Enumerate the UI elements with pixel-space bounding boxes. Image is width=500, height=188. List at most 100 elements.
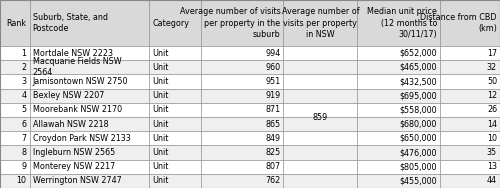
Bar <box>358 74 440 89</box>
Text: Category: Category <box>152 19 190 27</box>
Text: 13: 13 <box>487 162 497 171</box>
Bar <box>150 146 200 160</box>
Text: 6: 6 <box>22 120 26 129</box>
Text: Unit: Unit <box>152 134 168 143</box>
Text: Unit: Unit <box>152 120 168 129</box>
Text: 762: 762 <box>265 176 280 185</box>
Bar <box>358 146 440 160</box>
Text: Distance from CBD
(km): Distance from CBD (km) <box>420 13 497 33</box>
Text: $680,000: $680,000 <box>400 120 437 129</box>
Text: $805,000: $805,000 <box>400 162 437 171</box>
Bar <box>284 60 358 74</box>
Bar <box>358 103 440 117</box>
Bar <box>200 103 283 117</box>
Text: $650,000: $650,000 <box>400 134 437 143</box>
Bar <box>284 174 358 188</box>
Bar <box>0 117 30 131</box>
Bar <box>150 117 200 131</box>
Text: Unit: Unit <box>152 49 168 58</box>
Text: Unit: Unit <box>152 148 168 157</box>
Text: Bexley NSW 2207: Bexley NSW 2207 <box>32 91 104 100</box>
Bar <box>150 131 200 146</box>
Bar <box>440 46 500 60</box>
Bar <box>284 46 358 60</box>
Bar <box>150 89 200 103</box>
Bar <box>440 146 500 160</box>
Text: Unit: Unit <box>152 162 168 171</box>
Text: 44: 44 <box>487 176 497 185</box>
Text: Unit: Unit <box>152 63 168 72</box>
Text: 26: 26 <box>487 105 497 114</box>
Text: 14: 14 <box>487 120 497 129</box>
Bar <box>284 103 358 117</box>
Bar <box>358 60 440 74</box>
Bar <box>358 160 440 174</box>
Text: 4: 4 <box>22 91 26 100</box>
Text: 849: 849 <box>265 134 280 143</box>
Text: Jamisontown NSW 2750: Jamisontown NSW 2750 <box>32 77 128 86</box>
Bar <box>440 131 500 146</box>
Bar <box>30 0 150 46</box>
Text: 951: 951 <box>265 77 280 86</box>
Bar <box>30 117 150 131</box>
Bar <box>0 146 30 160</box>
Bar <box>0 60 30 74</box>
Text: 825: 825 <box>265 148 280 157</box>
Text: Macquarie Fields NSW
2564: Macquarie Fields NSW 2564 <box>32 57 122 77</box>
Text: Unit: Unit <box>152 77 168 86</box>
Bar <box>440 0 500 46</box>
Bar <box>30 60 150 74</box>
Bar <box>284 146 358 160</box>
Bar <box>200 46 283 60</box>
Text: Unit: Unit <box>152 176 168 185</box>
Text: $476,000: $476,000 <box>400 148 437 157</box>
Bar <box>200 0 283 46</box>
Text: 50: 50 <box>487 77 497 86</box>
Text: $455,000: $455,000 <box>400 176 437 185</box>
Bar <box>30 174 150 188</box>
Bar <box>30 160 150 174</box>
Bar <box>284 74 358 89</box>
Text: 994: 994 <box>265 49 280 58</box>
Text: Average number of visits
per property in the
suburb: Average number of visits per property in… <box>180 8 280 39</box>
Bar <box>30 74 150 89</box>
Text: 35: 35 <box>487 148 497 157</box>
Bar <box>150 74 200 89</box>
Bar <box>0 131 30 146</box>
Text: 859: 859 <box>313 113 328 121</box>
Bar <box>30 89 150 103</box>
Text: Median unit price
(12 months to
30/11/17): Median unit price (12 months to 30/11/17… <box>368 8 437 39</box>
Bar <box>200 60 283 74</box>
Text: Unit: Unit <box>152 91 168 100</box>
Text: 32: 32 <box>487 63 497 72</box>
Text: 17: 17 <box>487 49 497 58</box>
Text: Suburb, State, and
Postcode: Suburb, State, and Postcode <box>32 13 108 33</box>
Bar <box>0 174 30 188</box>
Text: 2: 2 <box>22 63 26 72</box>
Text: 871: 871 <box>265 105 280 114</box>
Bar <box>0 103 30 117</box>
Text: 8: 8 <box>22 148 26 157</box>
Bar <box>284 117 358 131</box>
Text: 1: 1 <box>22 49 26 58</box>
Bar <box>440 74 500 89</box>
Bar <box>284 160 358 174</box>
Bar <box>440 89 500 103</box>
Text: 919: 919 <box>265 91 280 100</box>
Bar <box>30 103 150 117</box>
Bar <box>30 46 150 60</box>
Bar <box>150 174 200 188</box>
Text: Rank: Rank <box>6 19 26 27</box>
Bar <box>440 160 500 174</box>
Text: 807: 807 <box>265 162 280 171</box>
Text: $558,000: $558,000 <box>400 105 437 114</box>
Bar <box>358 117 440 131</box>
Bar <box>200 89 283 103</box>
Bar <box>200 160 283 174</box>
Text: Unit: Unit <box>152 105 168 114</box>
Text: 10: 10 <box>16 176 26 185</box>
Bar <box>0 0 30 46</box>
Bar <box>200 117 283 131</box>
Bar <box>284 131 358 146</box>
Bar <box>358 89 440 103</box>
